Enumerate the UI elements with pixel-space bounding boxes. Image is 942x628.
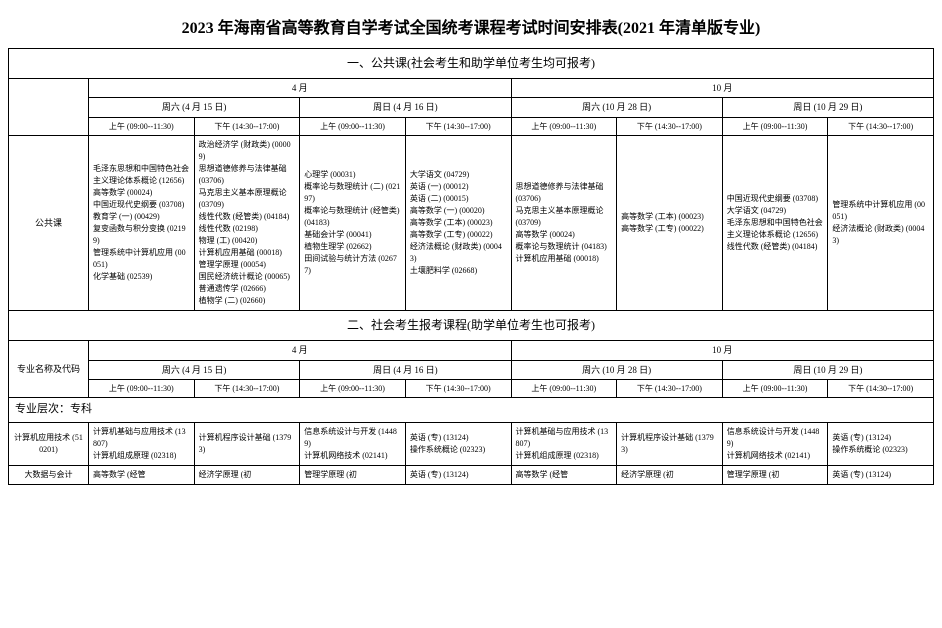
m2-c5: 高等数学 (经管 [511, 465, 617, 484]
time-pm: 下午 (14:30--17:00) [828, 380, 934, 398]
day-sat-oct: 周六 (10 月 28 日) [511, 98, 722, 118]
day-sun-apr2: 周日 (4 月 16 日) [300, 360, 511, 380]
day-sun-oct2: 周日 (10 月 29 日) [722, 360, 933, 380]
m2-c8: 英语 (专) (13124) [828, 465, 934, 484]
time-pm: 下午 (14:30--17:00) [617, 117, 723, 135]
public-course-label: 公共课 [9, 136, 89, 311]
time-am: 上午 (09:00--11:30) [89, 380, 195, 398]
m1-c4: 英语 (专) (13124)操作系统概论 (02323) [405, 422, 511, 465]
public-c4: 大学语文 (04729)英语 (一) (00012)英语 (二) (00015)… [405, 136, 511, 311]
m1-c5: 计算机基础与应用技术 (13807)计算机组成原理 (02318) [511, 422, 617, 465]
time-am: 上午 (09:00--11:30) [300, 380, 406, 398]
time-pm: 下午 (14:30--17:00) [405, 117, 511, 135]
public-c2: 政治经济学 (财政类) (00009)思想道德修养与法律基础 (03706)马克… [194, 136, 300, 311]
time-am: 上午 (09:00--11:30) [89, 117, 195, 135]
public-c7: 中国近现代史纲要 (03708)大学语文 (04729)毛泽东思想和中国特色社会… [722, 136, 828, 311]
section1-header: 一、公共课(社会考生和助学单位考生均可报考) [9, 49, 934, 79]
m2-c4: 英语 (专) (13124) [405, 465, 511, 484]
time-am: 上午 (09:00--11:30) [511, 380, 617, 398]
m2-c7: 管理学原理 (初 [722, 465, 828, 484]
m1-c3: 信息系统设计与开发 (14489)计算机网络技术 (02141) [300, 422, 406, 465]
major-label: 专业名称及代码 [9, 340, 89, 397]
level-label: 专业层次：专科 [9, 398, 934, 422]
m1-c7: 信息系统设计与开发 (14489)计算机网络技术 (02141) [722, 422, 828, 465]
time-am: 上午 (09:00--11:30) [511, 117, 617, 135]
m1-c6: 计算机程序设计基础 (13793) [617, 422, 723, 465]
public-c3: 心理学 (00031)概率论与数理统计 (二) (02197)概率论与数理统计 … [300, 136, 406, 311]
m2-c6: 经济学原理 (初 [617, 465, 723, 484]
public-c8: 管理系统中计算机应用 (00051)经济法概论 (财政类) (00043) [828, 136, 934, 311]
major1-name: 计算机应用技术 (510201) [9, 422, 89, 465]
m1-c1: 计算机基础与应用技术 (13807)计算机组成原理 (02318) [89, 422, 195, 465]
time-pm: 下午 (14:30--17:00) [194, 380, 300, 398]
day-sat-apr: 周六 (4 月 15 日) [89, 98, 300, 118]
page-title: 2023 年海南省高等教育自学考试全国统考课程考试时间安排表(2021 年清单版… [8, 8, 934, 48]
day-sat-apr2: 周六 (4 月 15 日) [89, 360, 300, 380]
m2-c3: 管理学原理 (初 [300, 465, 406, 484]
time-pm: 下午 (14:30--17:00) [405, 380, 511, 398]
m2-c2: 经济学原理 (初 [194, 465, 300, 484]
public-c1: 毛泽东思想和中国特色社会主义理论体系概论 (12656)高等数学 (00024)… [89, 136, 195, 311]
day-sun-apr: 周日 (4 月 16 日) [300, 98, 511, 118]
m1-c2: 计算机程序设计基础 (13793) [194, 422, 300, 465]
time-pm: 下午 (14:30--17:00) [617, 380, 723, 398]
public-c5: 思想道德修养与法律基础 (03706)马克思主义基本原理概论 (03709)高等… [511, 136, 617, 311]
schedule-table: 一、公共课(社会考生和助学单位考生均可报考) 4 月 10 月 周六 (4 月 … [8, 48, 934, 485]
section2-header: 二、社会考生报考课程(助学单位考生也可报考) [9, 311, 934, 341]
time-am: 上午 (09:00--11:30) [300, 117, 406, 135]
major2-name: 大数据与会计 [9, 465, 89, 484]
time-am: 上午 (09:00--11:30) [722, 117, 828, 135]
day-sat-oct2: 周六 (10 月 28 日) [511, 360, 722, 380]
time-pm: 下午 (14:30--17:00) [828, 117, 934, 135]
month-oct: 10 月 [511, 78, 934, 98]
blank-header [9, 78, 89, 135]
month-oct2: 10 月 [511, 340, 934, 360]
month-apr: 4 月 [89, 78, 512, 98]
day-sun-oct: 周日 (10 月 29 日) [722, 98, 933, 118]
m1-c8: 英语 (专) (13124)操作系统概论 (02323) [828, 422, 934, 465]
month-apr2: 4 月 [89, 340, 512, 360]
time-am: 上午 (09:00--11:30) [722, 380, 828, 398]
time-pm: 下午 (14:30--17:00) [194, 117, 300, 135]
public-c6: 高等数学 (工本) (00023)高等数学 (工专) (00022) [617, 136, 723, 311]
m2-c1: 高等数学 (经管 [89, 465, 195, 484]
